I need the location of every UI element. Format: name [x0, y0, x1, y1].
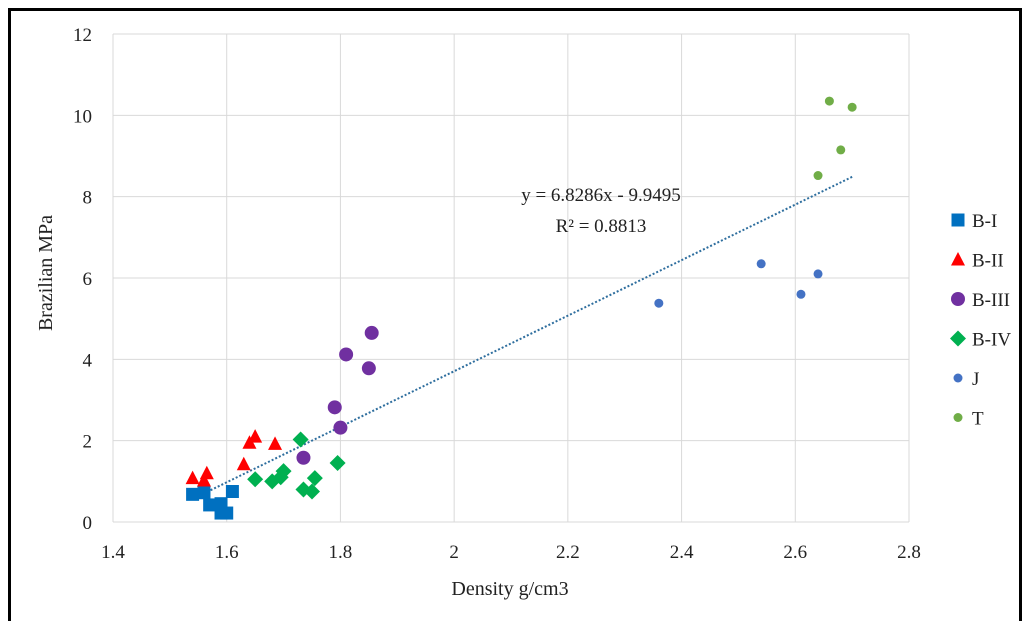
- x-tick-label: 1.6: [215, 542, 239, 563]
- data-point-j: [654, 298, 664, 308]
- legend: B-I B-II B-III B-IV JT: [950, 211, 1011, 430]
- x-tick-label: 2.6: [783, 542, 807, 563]
- legend-label-j: J: [972, 369, 979, 390]
- y-tick-label: 6: [83, 269, 93, 290]
- data-point-b-iv: [275, 463, 292, 480]
- data-point-t: [824, 96, 834, 106]
- legend-label-b-i: B-I: [972, 211, 997, 232]
- legend-label-b-iv: B-IV: [972, 330, 1011, 351]
- y-tick-labels: 0 2 4 6 8 10 12: [73, 25, 93, 534]
- x-tick-label: 2.8: [897, 542, 921, 563]
- r-squared-label: R² = 0.8813: [556, 216, 647, 237]
- data-point-b-ii: [196, 473, 211, 487]
- data-point-t: [847, 102, 857, 112]
- data-point-j: [756, 259, 766, 269]
- data-point-b-ii: [185, 470, 200, 485]
- y-tick-label: 2: [83, 432, 93, 453]
- data-point-b-iv: [292, 431, 309, 448]
- data-point-b-iv: [306, 470, 323, 487]
- x-tick-label: 2: [449, 542, 459, 563]
- legend-marker-j: [953, 373, 963, 383]
- x-tick-label: 2.4: [670, 542, 694, 563]
- data-points: [185, 96, 857, 520]
- legend-marker-b-iv: [950, 330, 966, 347]
- data-point-b-iii: [296, 450, 311, 465]
- data-point-t: [813, 171, 823, 181]
- trendline: [192, 175, 853, 500]
- data-point-j: [796, 289, 806, 299]
- data-point-b-iii: [339, 347, 354, 362]
- x-tick-labels: 1.4 1.6 1.8 2 2.2 2.4 2.6 2.8: [101, 542, 921, 563]
- legend-marker-b-ii: [951, 252, 965, 266]
- data-point-b-iii: [364, 325, 379, 340]
- data-point-t: [836, 145, 846, 155]
- y-tick-label: 0: [83, 513, 93, 534]
- legend-marker-t: [953, 413, 963, 422]
- x-tick-label: 2.2: [556, 542, 580, 563]
- data-point-b-ii: [199, 465, 214, 480]
- data-point-b-i: [197, 486, 211, 500]
- data-point-b-i: [225, 485, 239, 498]
- data-point-b-iv: [329, 455, 346, 472]
- data-point-j: [813, 269, 823, 279]
- data-point-b-ii: [236, 456, 251, 471]
- gridlines: [112, 33, 910, 523]
- legend-marker-b-iii: [951, 292, 965, 306]
- legend-label-t: T: [972, 409, 984, 430]
- data-point-b-ii: [248, 429, 263, 443]
- data-point-b-i: [186, 487, 200, 501]
- data-point-b-iii: [333, 420, 348, 435]
- data-point-b-iii: [361, 361, 376, 376]
- data-point-b-i: [203, 498, 217, 512]
- legend-label-b-ii: B-II: [972, 251, 1004, 272]
- y-tick-label: 10: [73, 106, 92, 127]
- trendline-group: [192, 175, 853, 500]
- y-tick-label: 8: [83, 188, 93, 209]
- y-axis-title: Brazilian MPa: [35, 215, 57, 331]
- data-point-b-iv: [304, 483, 320, 500]
- legend-marker-b-i: [951, 213, 965, 227]
- data-point-b-ii: [268, 436, 283, 450]
- y-tick-label: 12: [73, 25, 92, 46]
- legend-label-b-iii: B-III: [972, 290, 1010, 311]
- x-tick-label: 1.4: [101, 542, 125, 563]
- trendline-equation: y = 6.8286x - 9.9495: [521, 185, 681, 206]
- data-point-b-iii: [327, 400, 342, 415]
- x-axis-title: Density g/cm3: [451, 578, 568, 600]
- y-tick-label: 4: [83, 350, 93, 371]
- data-point-b-i: [220, 506, 234, 520]
- data-point-b-iv: [247, 471, 264, 488]
- x-tick-label: 1.8: [329, 542, 353, 563]
